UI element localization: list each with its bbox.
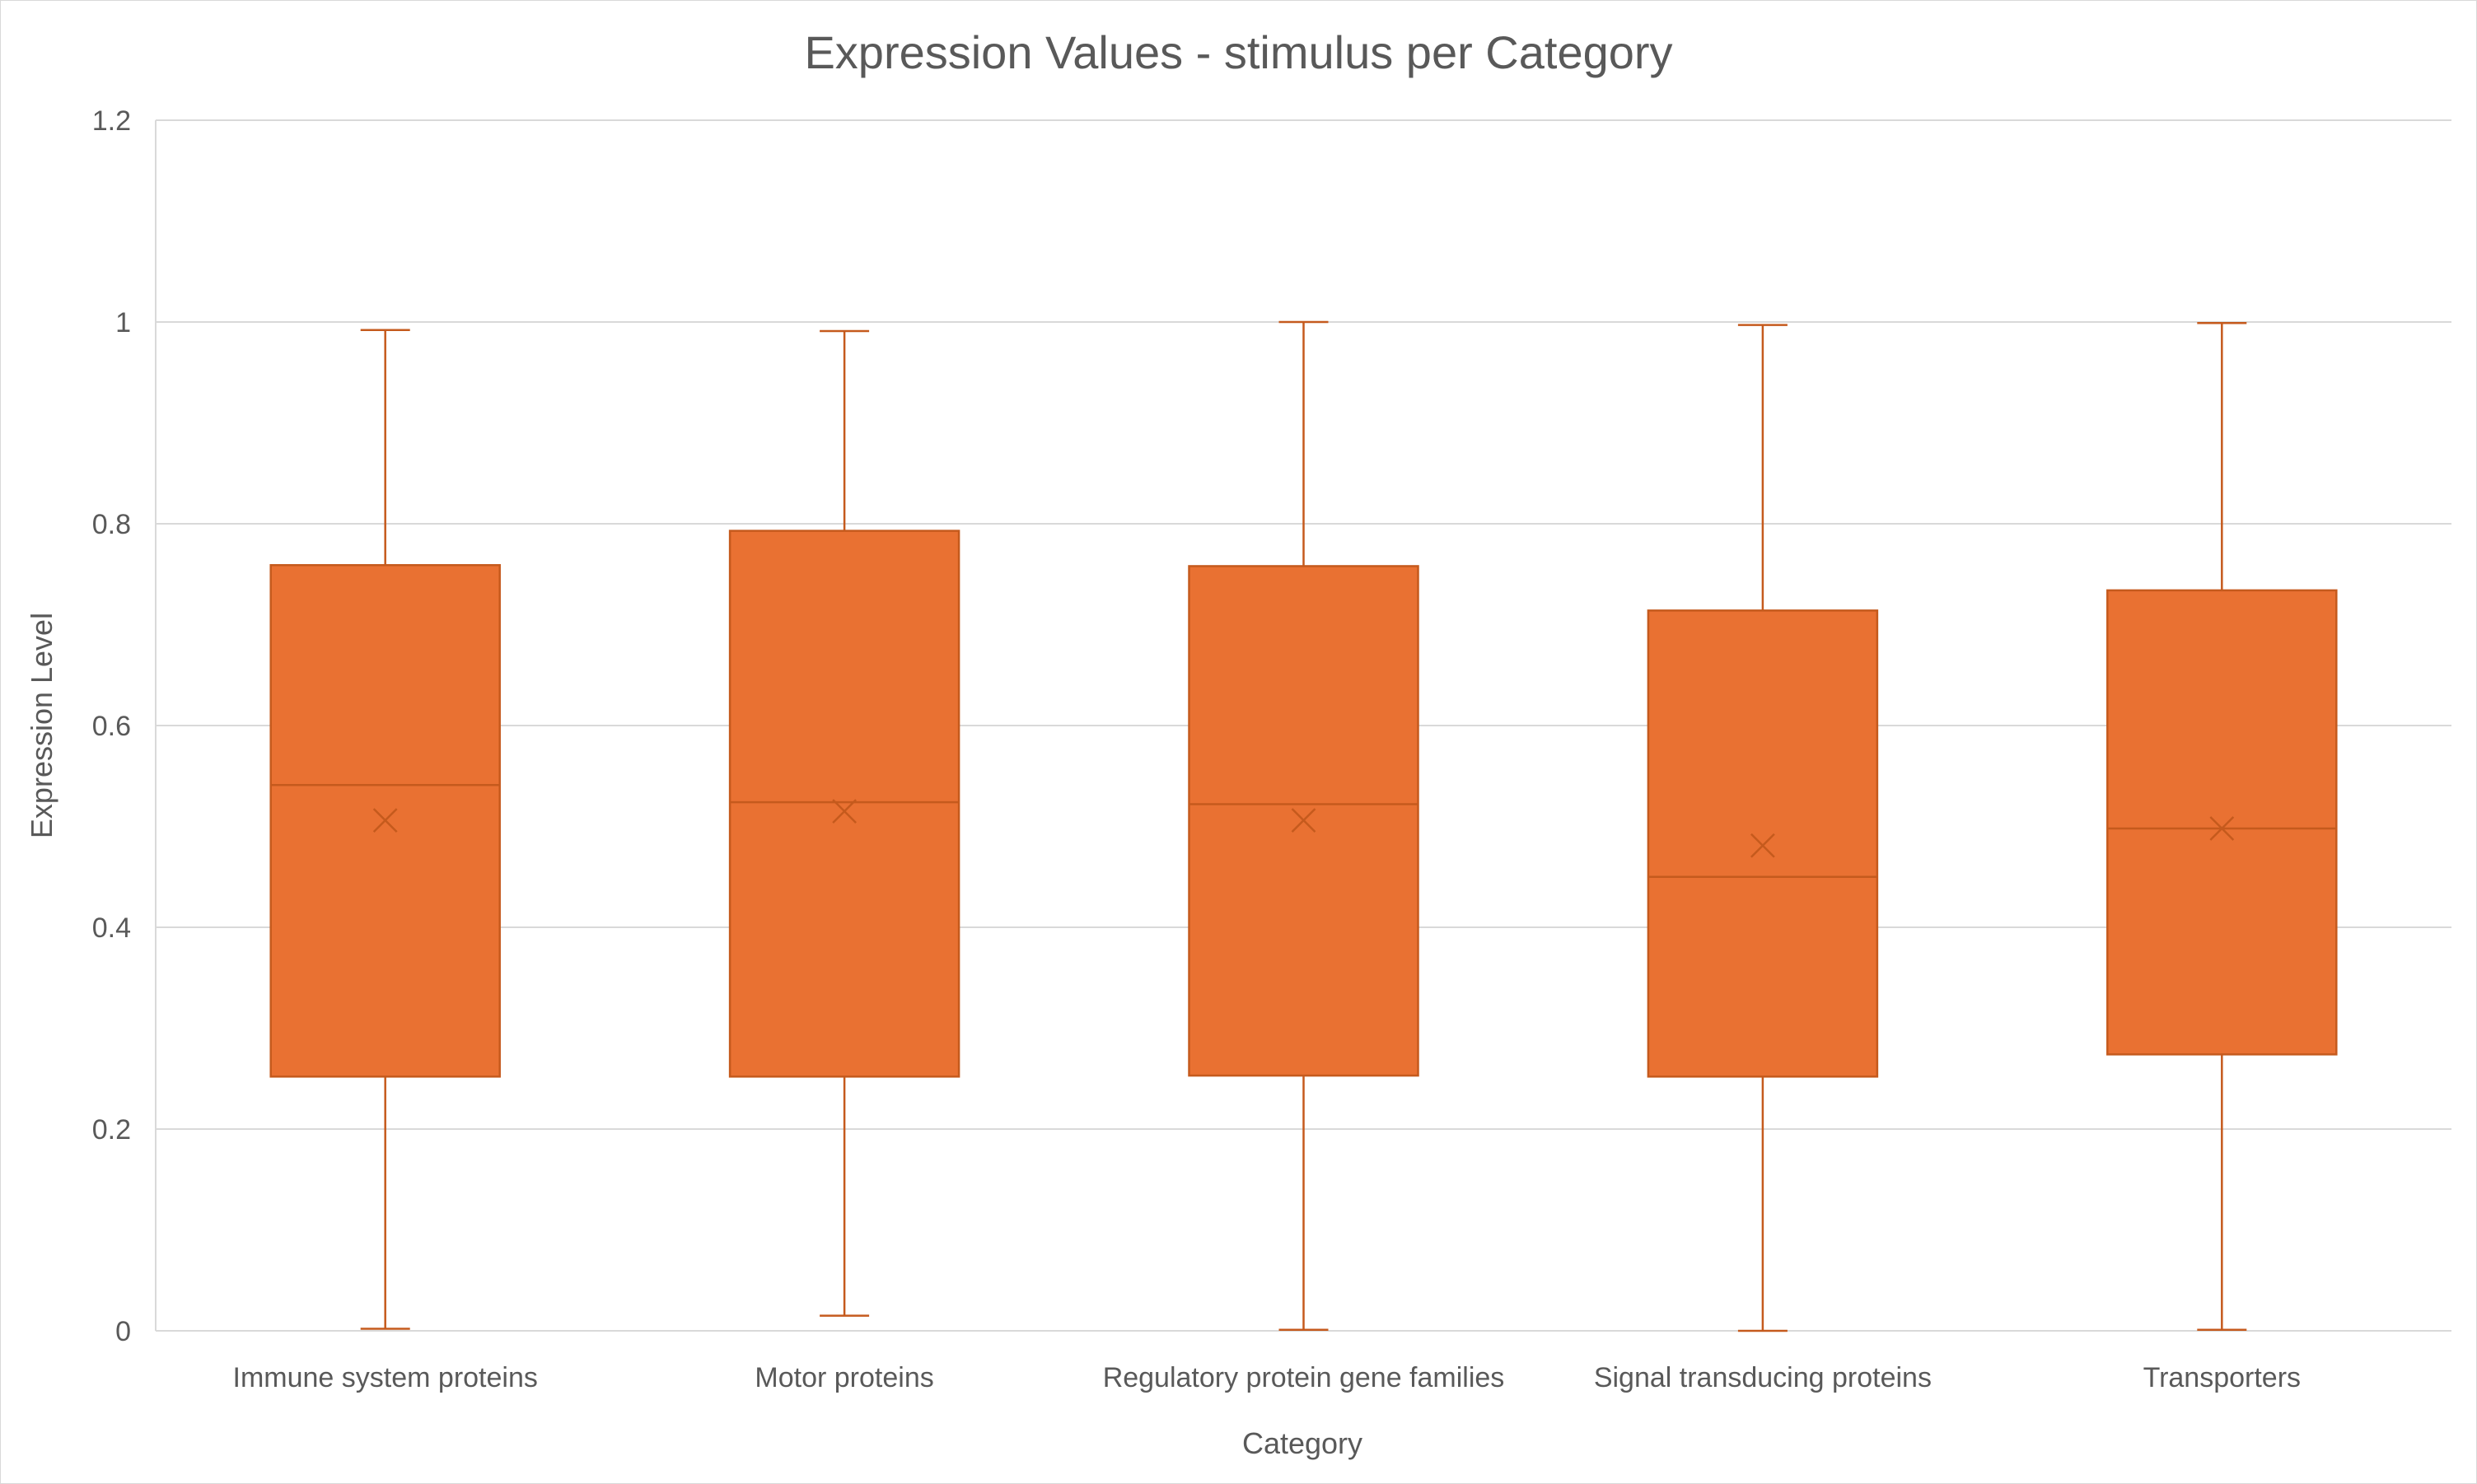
box-plot-2 xyxy=(728,329,960,1317)
iqr-box xyxy=(2106,589,2338,1056)
y-axis-title: Expression Level xyxy=(25,613,58,838)
iqr-box xyxy=(1647,609,1879,1078)
iqr-box xyxy=(728,530,960,1078)
x-tick-label: Regulatory protein gene families xyxy=(1103,1362,1505,1393)
mean-marker xyxy=(1750,833,1775,858)
box-plot-5 xyxy=(2106,321,2338,1332)
mean-marker xyxy=(1291,808,1316,833)
mean-marker-stroke xyxy=(372,808,398,833)
x-tick-label: Motor proteins xyxy=(755,1362,933,1393)
chart-title: Expression Values - stimulus per Categor… xyxy=(804,26,1673,78)
mean-marker xyxy=(832,799,857,824)
y-tick-label: 0 xyxy=(115,1316,131,1347)
mean-marker xyxy=(372,808,398,833)
box-plot-1 xyxy=(269,329,501,1330)
y-tick-label: 1 xyxy=(115,307,131,338)
y-tick-label: 0.2 xyxy=(92,1114,131,1146)
x-tick-label: Signal transducing proteins xyxy=(1594,1362,1932,1393)
y-tick-label: 0.8 xyxy=(92,509,131,540)
x-tick-label: Transporters xyxy=(2143,1362,2301,1393)
x-tick-label: Immune system proteins xyxy=(233,1362,538,1393)
box-plot-3 xyxy=(1188,320,1419,1332)
y-tick-label: 1.2 xyxy=(92,105,131,137)
mean-marker xyxy=(2209,816,2235,841)
y-tick-label: 0.4 xyxy=(92,912,131,944)
x-axis-title: Category xyxy=(1242,1426,1362,1460)
mean-marker-stroke xyxy=(832,799,857,824)
mean-marker-stroke xyxy=(1750,833,1775,858)
mean-marker-stroke xyxy=(2209,816,2235,841)
y-tick-label: 0.6 xyxy=(92,711,131,742)
box-plot-4 xyxy=(1647,324,1879,1332)
mean-marker-stroke xyxy=(1291,808,1316,833)
